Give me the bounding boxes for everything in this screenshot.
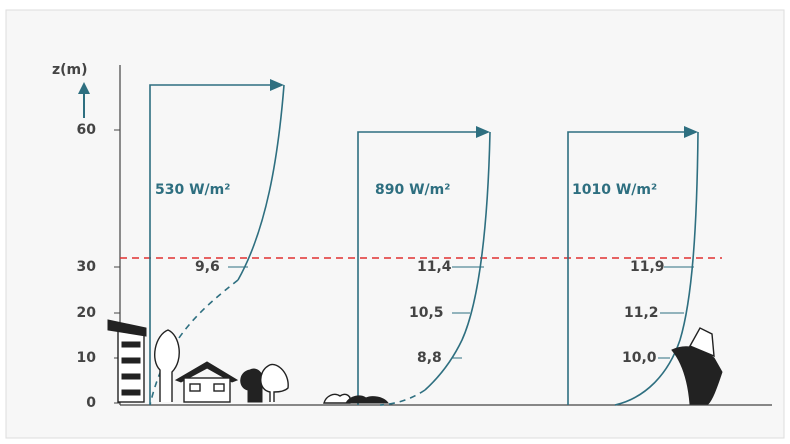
- wind-curve: [614, 131, 699, 406]
- wind-curve: [237, 84, 285, 281]
- tick-label: 60: [77, 122, 97, 138]
- wind-curve-dashed: [379, 389, 426, 406]
- profile: 530 W/m² 9,6: [149, 79, 285, 406]
- speed-label: 9,6: [195, 259, 220, 275]
- speed-label: 11,4: [417, 259, 452, 275]
- irradiance-label: 890 W/m²: [375, 182, 450, 198]
- irradiance-label: 530 W/m²: [155, 182, 230, 198]
- irradiance-label: 1010 W/m²: [572, 182, 657, 198]
- arrow-head: [476, 126, 490, 138]
- speed-label: 11,2: [624, 305, 659, 321]
- tower-floor: [121, 341, 141, 348]
- tower-floor: [121, 373, 141, 380]
- tick-label: 0: [86, 395, 96, 411]
- ship-deck: [689, 327, 715, 358]
- speed-label: 8,8: [417, 350, 442, 366]
- speed-label: 11,9: [630, 259, 665, 275]
- speed-label: 10,0: [622, 350, 657, 366]
- profile: 890 W/m² 11,4 10,5 8,8: [357, 126, 491, 406]
- axis-arrow-head: [78, 82, 90, 94]
- arrow-head: [684, 126, 698, 138]
- tree: [260, 363, 289, 402]
- house-roof: [174, 361, 239, 383]
- rocks: [345, 395, 389, 404]
- tree: [154, 329, 180, 402]
- wind-curve-dashed: [149, 279, 239, 406]
- wind-curve: [424, 131, 491, 391]
- tick-label: 30: [77, 259, 97, 275]
- y-ticks: 0 10 20 30 60: [77, 122, 120, 411]
- profile-frame: [567, 131, 686, 405]
- profile-frame: [357, 131, 478, 405]
- y-axis-label: z(m): [52, 62, 88, 78]
- speed-label: 10,5: [409, 305, 444, 321]
- tower-floor: [121, 389, 141, 396]
- city-icons: [107, 319, 723, 405]
- profile: 1010 W/m² 11,9 11,2 10,0: [567, 126, 699, 406]
- arrow-head: [270, 79, 284, 91]
- tower-roof: [107, 319, 147, 337]
- profile-frame: [149, 84, 272, 405]
- tower-floor: [121, 357, 141, 364]
- tick-label: 20: [77, 305, 97, 321]
- tick-label: 10: [77, 350, 97, 366]
- window: [189, 383, 201, 392]
- window: [213, 383, 225, 392]
